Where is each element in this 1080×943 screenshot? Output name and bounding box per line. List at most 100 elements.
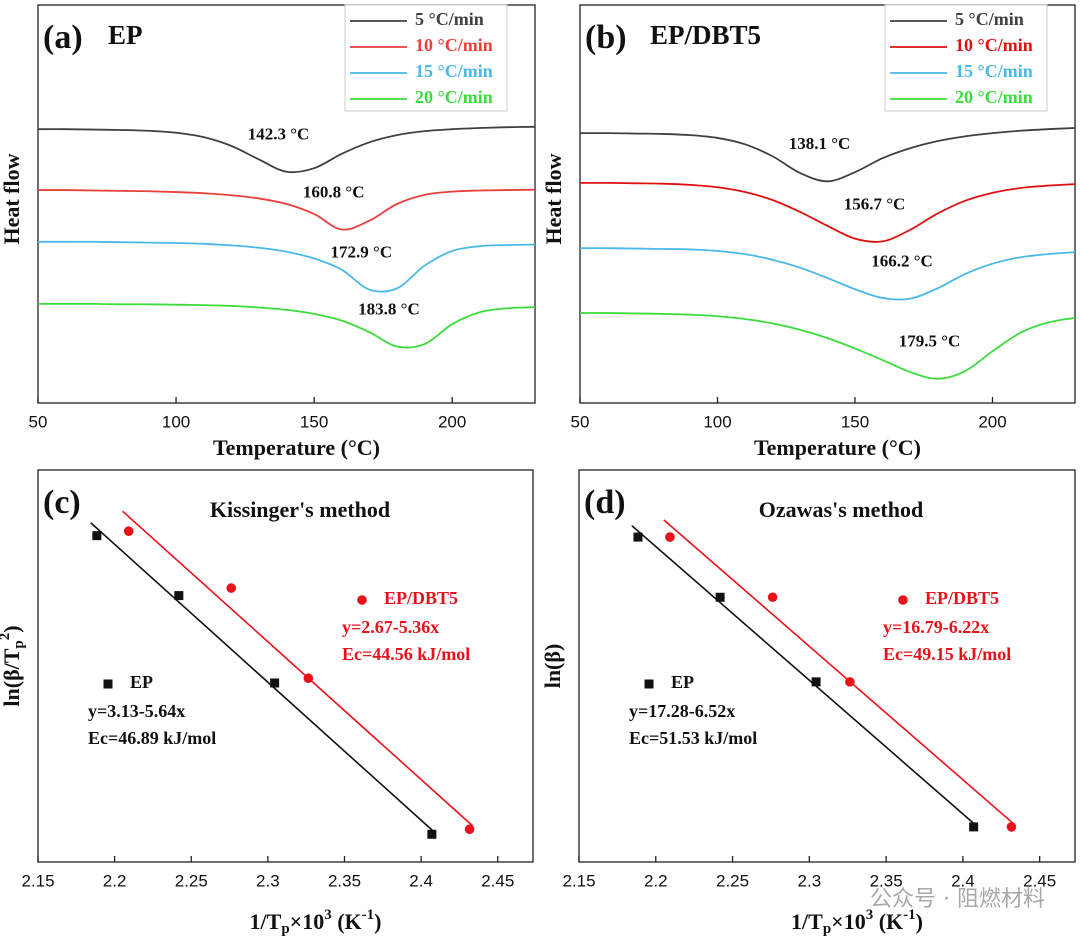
label-part: 1/T	[250, 909, 282, 934]
label-part: )	[374, 909, 381, 934]
x-tick-label: 2.45	[1023, 871, 1056, 890]
label-part: ln(β/T	[0, 648, 24, 706]
x-tick-label: 2.25	[716, 871, 749, 890]
activation-energy: Ec=49.15 kJ/mol	[883, 644, 1011, 664]
legend-label: 10 °C/min	[955, 35, 1033, 55]
panel-label: (d)	[584, 484, 626, 521]
fit-equation: y=3.13-5.64x	[88, 701, 185, 721]
plot-frame	[37, 4, 536, 404]
label-part: (K	[332, 909, 362, 934]
x-axis-label: Temperature (°C)	[213, 435, 380, 460]
fit-line	[631, 525, 978, 827]
label-part: ×10	[290, 909, 325, 934]
x-tick-label: 2.2	[103, 871, 127, 890]
panel: 2.15 2.2 2.25 2.3 2.35 2.4 2.451/Tp×103 (K-1)l…	[0, 469, 534, 937]
label-part: 2	[0, 633, 13, 641]
x-tick-label: 2.4	[409, 871, 433, 890]
legend-label: EP	[130, 672, 153, 692]
peak-annotation: 183.8 °C	[358, 299, 420, 318]
peak-annotation: 156.7 °C	[844, 194, 906, 213]
legend-label: 20 °C/min	[415, 87, 493, 107]
legend-label: 5 °C/min	[955, 9, 1024, 29]
chart-title: Ozawas's method	[759, 497, 923, 522]
activation-energy: Ec=46.89 kJ/mol	[88, 728, 216, 748]
peak-annotation: 142.3 °C	[248, 125, 310, 144]
heat-flow-curve	[579, 312, 1076, 380]
plot-frame	[579, 4, 1076, 404]
data-point	[1006, 822, 1017, 832]
data-point	[270, 678, 280, 688]
x-tick-label: 2.15	[21, 871, 54, 890]
data-point	[92, 531, 102, 541]
x-tick-label: 50	[571, 412, 590, 431]
heat-flow-curve	[579, 247, 1076, 301]
legend-label: EP/DBT5	[384, 588, 458, 608]
data-point	[174, 591, 184, 601]
heat-flow-curve	[38, 302, 536, 349]
x-tick-label: 100	[703, 412, 731, 431]
x-axis-label: 1/Tp×103 (K-1)	[791, 907, 923, 937]
x-tick-label: 150	[841, 412, 869, 431]
panel: 2.15 2.2 2.25 2.3 2.35 2.4 2.451/Tp×103 (K-1)l…	[540, 469, 1076, 937]
x-tick-label: 2.3	[798, 871, 822, 890]
data-point	[633, 532, 643, 542]
heat-flow-curve	[37, 188, 536, 231]
heat-flow-curve	[579, 127, 1076, 183]
plot-frame	[37, 469, 534, 863]
fit-equation: y=17.28-6.52x	[629, 701, 735, 721]
peak-annotation: 138.1 °C	[789, 134, 851, 153]
legend-marker	[357, 595, 367, 605]
legend-box	[344, 4, 508, 112]
label-part: -1	[903, 907, 916, 923]
data-point	[303, 673, 314, 684]
panel-label: (a)	[43, 19, 83, 56]
x-tick-label: 2.3	[256, 871, 280, 890]
x-tick-label: 2.15	[562, 871, 595, 890]
peak-annotation: 179.5 °C	[899, 332, 961, 351]
fit-equation: y=16.79-6.22x	[883, 617, 989, 637]
x-axis-label: 1/Tp×103 (K-1)	[250, 907, 382, 937]
y-axis-label: ln(β)	[540, 644, 565, 689]
panel-label: (c)	[43, 484, 81, 521]
plot-frame	[578, 469, 1076, 863]
y-axis-label: Heat flow	[541, 153, 566, 244]
heat-flow-curve	[38, 240, 536, 293]
fit-line	[90, 522, 436, 834]
data-point	[226, 583, 237, 593]
data-point	[845, 677, 855, 687]
legend-label: 20 °C/min	[955, 87, 1033, 107]
chart-title: EP	[108, 20, 143, 50]
data-point	[123, 526, 134, 536]
legend-marker	[898, 595, 908, 605]
x-tick-label: 200	[438, 412, 466, 431]
label-part: 1/T	[791, 909, 823, 934]
y-axis-label: ln(β/Tp2)	[0, 625, 27, 706]
data-point	[767, 592, 778, 603]
heat-flow-curve	[37, 125, 536, 174]
panel: 50 100 150 200 Temperature (°C) Heat flow (b) E…	[541, 4, 1076, 460]
x-tick-label: 2.35	[328, 871, 361, 890]
x-tick-label: 150	[300, 412, 328, 431]
label-part: p	[823, 921, 831, 937]
label-part: 3	[866, 907, 874, 923]
chart-title: Kissinger's method	[210, 497, 390, 522]
x-tick-label: 50	[29, 412, 48, 431]
x-tick-label: 2.35	[870, 871, 903, 890]
chart-title: EP/DBT5	[650, 20, 761, 50]
panel-label: (b)	[585, 19, 627, 56]
data-point	[811, 677, 821, 687]
label-part: ×10	[831, 909, 866, 934]
y-axis-label: Heat flow	[0, 153, 24, 244]
legend-marker	[103, 679, 113, 689]
legend-label: EP/DBT5	[925, 588, 999, 608]
label-part: )	[916, 909, 923, 934]
x-tick-label: 200	[978, 412, 1006, 431]
legend-box	[884, 4, 1048, 112]
fit-equation: y=2.67-5.36x	[342, 617, 439, 637]
x-tick-label: 100	[162, 412, 190, 431]
x-tick-label: 2.45	[481, 871, 514, 890]
x-axis-label: Temperature (°C)	[754, 435, 921, 460]
peak-annotation: 160.8 °C	[303, 182, 365, 201]
legend-label: 15 °C/min	[955, 61, 1033, 81]
